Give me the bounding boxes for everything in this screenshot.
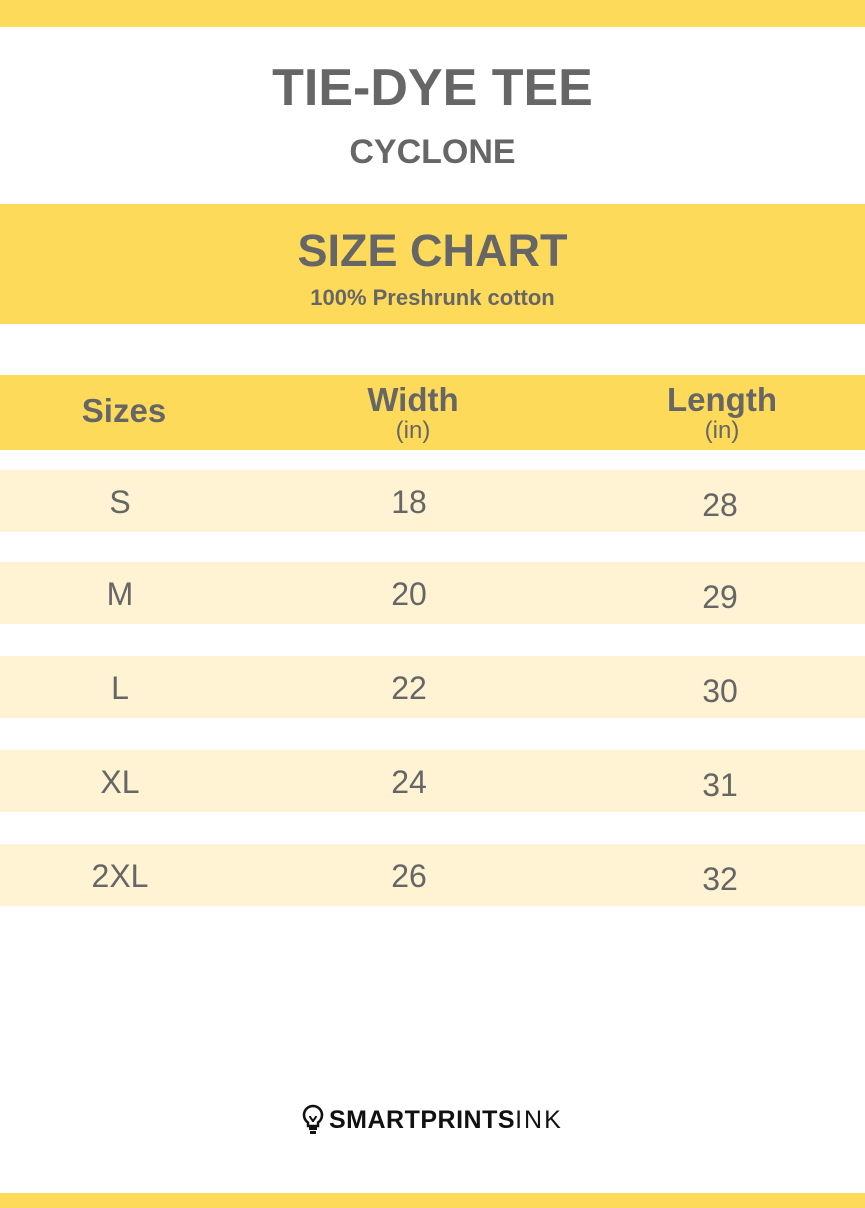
- smartprints-logo: SMARTPRINTS INK: [302, 1104, 563, 1136]
- table-row: XL 24 31: [0, 750, 865, 812]
- length-unit: (in): [704, 417, 740, 444]
- width-cell: 20: [391, 576, 427, 612]
- width-cell: 18: [391, 484, 427, 520]
- length-cell: 30: [702, 673, 738, 709]
- size-cell: L: [111, 670, 129, 706]
- length-cell: 31: [702, 767, 738, 803]
- length-cell: 29: [702, 579, 738, 615]
- table-row: L 22 30: [0, 656, 865, 718]
- size-cell: XL: [100, 764, 140, 800]
- column-header-length: Length (in): [602, 381, 842, 443]
- length-cell: 28: [702, 487, 738, 523]
- table-header: Sizes Width (in) Length (in): [0, 375, 865, 450]
- size-cell: S: [109, 484, 131, 520]
- top-accent-bar: [0, 0, 865, 27]
- length-cell: 32: [702, 861, 738, 897]
- size-chart-title: SIZE CHART: [297, 225, 568, 276]
- size-cell: 2XL: [91, 858, 149, 894]
- product-title: TIE-DYE TEE: [272, 59, 593, 117]
- size-chart-banner: [0, 204, 865, 324]
- size-chart-subtitle: 100% Preshrunk cotton: [310, 285, 555, 310]
- width-cell: 26: [391, 858, 427, 894]
- table-row: 2XL 26 32: [0, 844, 865, 906]
- column-header-sizes: Sizes: [81, 392, 167, 429]
- width-cell: 24: [391, 764, 427, 800]
- size-cell: M: [106, 576, 134, 612]
- table-row: M 20 29: [0, 562, 865, 624]
- lightbulb-icon: [302, 1104, 324, 1134]
- width-unit: (in): [395, 417, 431, 444]
- product-subtitle: CYCLONE: [349, 133, 516, 171]
- column-header-width: Width (in): [293, 381, 533, 443]
- width-cell: 22: [391, 670, 427, 706]
- bottom-accent-bar: [0, 1193, 865, 1208]
- table-row: S 18 28: [0, 470, 865, 532]
